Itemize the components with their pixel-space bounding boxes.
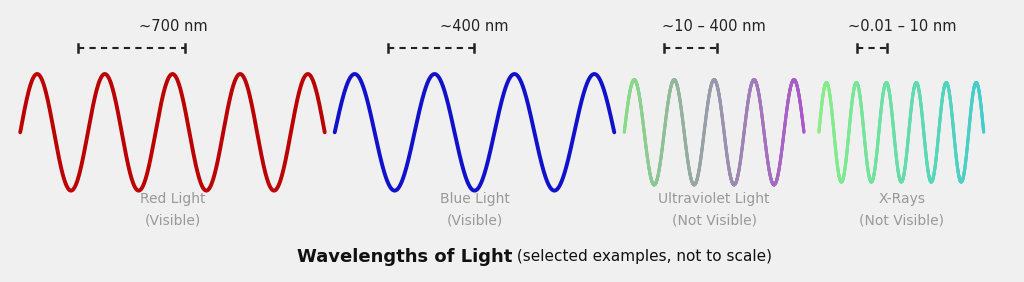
Text: Wavelengths of Light: Wavelengths of Light xyxy=(297,248,512,266)
Text: Blue Light: Blue Light xyxy=(439,192,509,206)
Text: ~700 nm: ~700 nm xyxy=(138,19,207,34)
Text: ~10 – 400 nm: ~10 – 400 nm xyxy=(663,19,766,34)
Text: Red Light: Red Light xyxy=(140,192,206,206)
Text: ~400 nm: ~400 nm xyxy=(440,19,509,34)
Text: ~0.01 – 10 nm: ~0.01 – 10 nm xyxy=(848,19,956,34)
Text: (selected examples, not to scale): (selected examples, not to scale) xyxy=(512,249,772,264)
Text: (Not Visible): (Not Visible) xyxy=(859,214,944,228)
Text: (Visible): (Visible) xyxy=(446,214,503,228)
Text: (Not Visible): (Not Visible) xyxy=(672,214,757,228)
Text: (Visible): (Visible) xyxy=(144,214,201,228)
Text: X-Rays: X-Rays xyxy=(879,192,926,206)
Text: Ultraviolet Light: Ultraviolet Light xyxy=(658,192,770,206)
